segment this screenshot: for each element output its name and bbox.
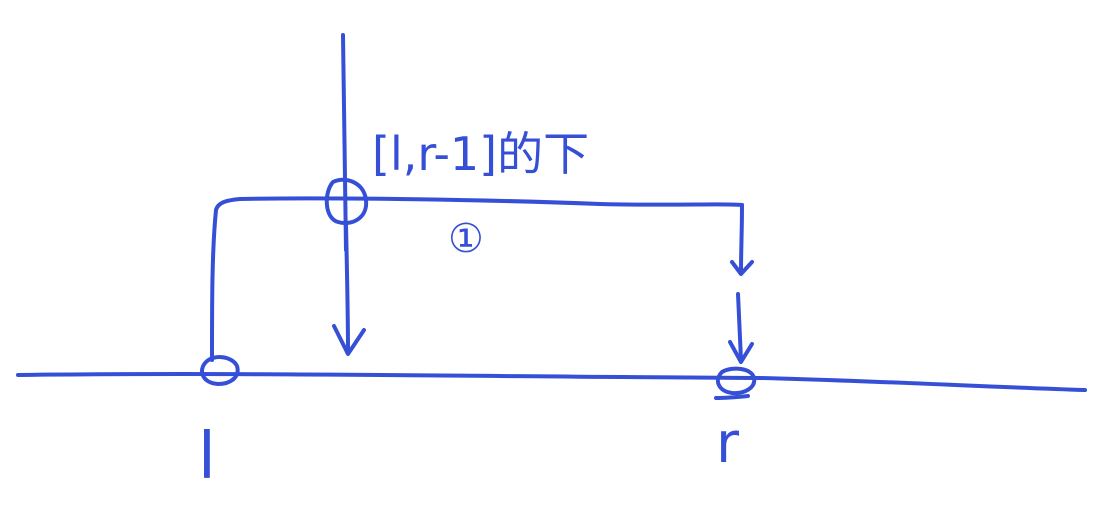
bracket-arrow-lower-shaft xyxy=(736,292,743,362)
node-circle xyxy=(324,177,369,225)
right-point-marker xyxy=(715,366,757,396)
down-arrow-shaft xyxy=(344,223,350,354)
vertical-line xyxy=(341,33,348,252)
left-point-marker xyxy=(200,355,240,386)
range-label: [l,r-1]的下 xyxy=(372,127,589,181)
step-number-label: ① xyxy=(448,216,484,262)
down-arrow-head xyxy=(332,324,366,356)
left-point-label: l xyxy=(198,420,216,494)
bracket-arrow-upper-shaft xyxy=(739,203,744,274)
number-line xyxy=(16,372,1087,392)
right-point-label: r xyxy=(716,411,740,476)
bracket-arrow-upper-head xyxy=(730,260,754,276)
bracket-arrow-lower-head xyxy=(728,340,754,364)
right-point-underline xyxy=(714,394,750,400)
range-bracket xyxy=(210,196,744,362)
